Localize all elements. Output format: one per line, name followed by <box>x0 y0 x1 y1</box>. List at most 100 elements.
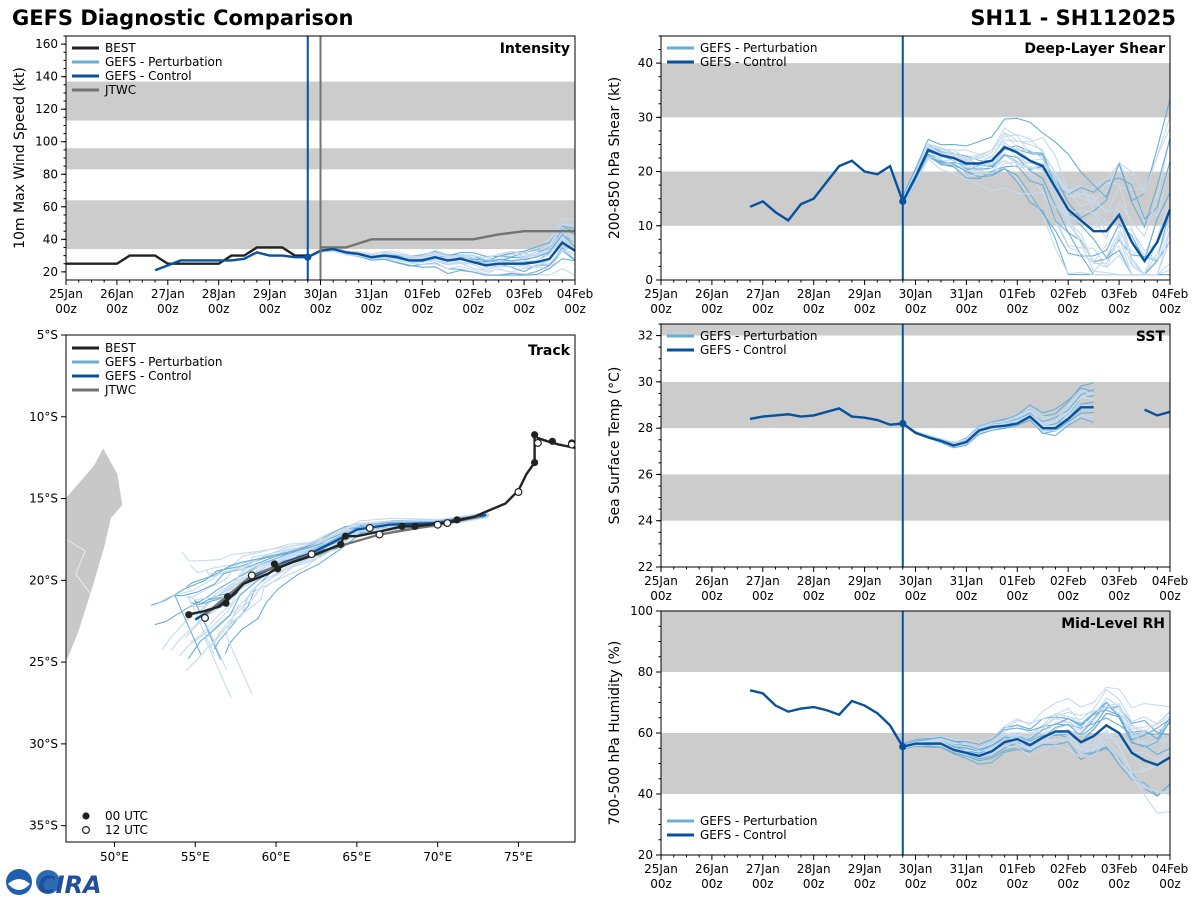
x-tick-label: 00z <box>752 302 774 316</box>
perturbation-member-line <box>902 141 1170 276</box>
threshold-band <box>661 63 1170 118</box>
x-tick-label: 03Feb <box>1101 574 1138 588</box>
legend-12utc-label: 12 UTC <box>105 823 148 837</box>
x-tick-label: 60°E <box>262 850 291 864</box>
x-tick-label: 00z <box>259 302 281 316</box>
panel-title: Intensity <box>500 41 570 57</box>
legend-00utc-marker <box>82 812 90 820</box>
best-12utc-marker <box>514 488 523 497</box>
perturbation-member-line <box>902 134 1170 276</box>
threshold-band <box>661 474 1170 521</box>
x-tick-label: 00z <box>564 302 586 316</box>
perturbation-member-line <box>902 132 1170 240</box>
perturbation-member-line <box>902 128 1170 208</box>
y-tick-label: 120 <box>35 102 58 116</box>
axes-frame <box>65 334 576 843</box>
perturbation-track-line <box>190 514 489 643</box>
x-tick-label: 26Jan <box>695 574 729 588</box>
x-tick-label: 00z <box>157 302 179 316</box>
x-tick-label: 00z <box>956 877 978 891</box>
x-tick-label: 26Jan <box>695 287 729 301</box>
x-tick-label: 04Feb <box>1152 862 1189 876</box>
x-tick-label: 01Feb <box>999 862 1036 876</box>
legend-perturbation-label: GEFS - Perturbation <box>700 814 817 828</box>
legend-perturbation-label: GEFS - Perturbation <box>105 55 222 69</box>
x-tick-label: 00z <box>803 589 825 603</box>
legend-perturbation-label: GEFS - Perturbation <box>700 41 817 55</box>
y-axis-label: 10m Max Wind Speed (kt) <box>12 67 28 249</box>
x-tick-label: 00z <box>803 877 825 891</box>
best-12utc-marker <box>375 530 384 539</box>
y-tick-label: 30 <box>638 110 653 124</box>
x-tick-label: 27Jan <box>151 287 185 301</box>
init-point-marker <box>304 253 312 261</box>
x-tick-label: 01Feb <box>404 287 441 301</box>
x-tick-label: 31Jan <box>355 287 389 301</box>
init-point-marker <box>899 743 907 751</box>
axes-frame <box>660 323 1171 568</box>
perturbation-member-line <box>902 155 1170 276</box>
cira-logo-text: CIRA <box>38 871 102 899</box>
perturbation-member-line <box>902 149 1170 224</box>
legend-control-label: GEFS - Control <box>105 369 192 383</box>
legend-best-label: BEST <box>105 41 136 55</box>
panel-title: Deep-Layer Shear <box>1024 41 1165 57</box>
plot-area <box>66 431 575 699</box>
y-tick-label: 160 <box>35 37 58 51</box>
x-tick-label: 00z <box>1159 877 1181 891</box>
y-axis-label: 700-500 hPa Humidity (%) <box>607 641 623 826</box>
best-00utc-marker <box>531 431 539 439</box>
x-tick-label: 00z <box>462 302 484 316</box>
y-tick-label: 0 <box>645 273 653 287</box>
best-12utc-marker <box>200 613 209 622</box>
best-00utc-marker <box>411 522 419 530</box>
best-12utc-marker <box>365 523 374 532</box>
threshold-band <box>661 324 1170 336</box>
x-tick-label: 26Jan <box>695 862 729 876</box>
x-tick-label: 02Feb <box>1050 287 1087 301</box>
x-tick-label: 00z <box>905 877 927 891</box>
x-tick-label: 29Jan <box>848 287 882 301</box>
plot-area <box>661 324 1170 521</box>
y-tick-label: 26 <box>638 467 653 481</box>
x-tick-label: 00z <box>701 589 723 603</box>
x-tick-label: 27Jan <box>746 574 780 588</box>
y-tick-label: 32 <box>638 329 653 343</box>
x-tick-label: 00z <box>1007 302 1029 316</box>
x-tick-label: 30Jan <box>899 862 933 876</box>
perturbation-member-line <box>902 705 1170 757</box>
x-tick-label: 55°E <box>181 850 210 864</box>
y-tick-label: 100 <box>35 135 58 149</box>
x-tick-label: 04Feb <box>557 287 594 301</box>
x-tick-label: 03Feb <box>506 287 543 301</box>
track-panel: 50°E 55°E 60°E 65°E 70°E 75°E 5°S 10°S 15°S 20°S 2… <box>29 328 576 864</box>
x-tick-label: 00z <box>650 302 672 316</box>
y-tick-label: 20 <box>43 265 58 279</box>
perturbation-member-line <box>902 701 1170 749</box>
x-tick-label: 29Jan <box>848 574 882 588</box>
x-tick-label: 00z <box>1007 877 1029 891</box>
perturbation-member-line <box>902 701 1170 756</box>
best-00utc-marker <box>222 599 230 607</box>
x-tick-label: 00z <box>106 302 128 316</box>
best-12utc-marker <box>567 440 575 449</box>
legend-control-label: GEFS - Control <box>700 343 787 357</box>
x-tick-label: 04Feb <box>1152 574 1189 588</box>
x-tick-label: 00z <box>854 877 876 891</box>
legend-control-label: GEFS - Control <box>700 55 787 69</box>
y-tick-label: 140 <box>35 70 58 84</box>
x-tick-label: 29Jan <box>253 287 287 301</box>
y-tick-label: 35°S <box>29 819 58 833</box>
best-00utc-marker <box>337 540 345 548</box>
x-tick-label: 00z <box>701 302 723 316</box>
x-tick-label: 00z <box>55 302 77 316</box>
x-tick-label: 00z <box>650 877 672 891</box>
x-tick-label: 31Jan <box>950 287 984 301</box>
x-tick-label: 70°E <box>423 850 452 864</box>
x-tick-label: 01Feb <box>999 574 1036 588</box>
y-axis-label: Sea Surface Temp (°C) <box>607 367 623 525</box>
init-point-marker <box>899 197 907 205</box>
best-00utc-marker <box>185 611 193 619</box>
best-00utc-marker <box>548 437 556 445</box>
